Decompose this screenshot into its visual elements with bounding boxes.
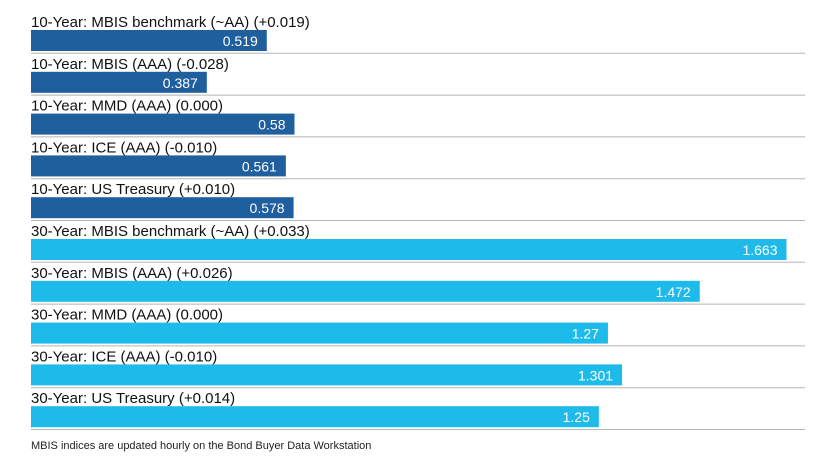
- bar: [31, 71, 207, 93]
- bar: [31, 406, 599, 428]
- footnote: MBIS indices are updated hourly on the B…: [31, 440, 372, 452]
- bar: [31, 30, 267, 51]
- category-label: 10-Year: US Treasury (+0.010): [31, 181, 235, 198]
- bar-value-label: 0.561: [242, 158, 277, 174]
- category-label: 30-Year: MMD (AAA) (0.000): [31, 307, 223, 324]
- category-label: 10-Year: MMD (AAA) (0.000): [31, 98, 223, 115]
- category-label: 10-Year: MBIS (AAA) (-0.028): [31, 56, 229, 73]
- category-label: 30-Year: MBIS benchmark (~AA) (+0.033): [31, 223, 310, 240]
- bar-value-label: 1.301: [578, 367, 613, 383]
- category-label: 30-Year: US Treasury (+0.014): [31, 390, 235, 407]
- bar: [31, 155, 286, 177]
- category-label: 10-Year: MBIS benchmark (~AA) (+0.019): [31, 14, 310, 31]
- category-label: 30-Year: MBIS (AAA) (+0.026): [31, 265, 233, 282]
- bar: [31, 322, 608, 344]
- bar-value-label: 0.58: [258, 117, 285, 133]
- bar: [31, 239, 787, 260]
- bar: [31, 364, 623, 386]
- bar-value-label: 1.663: [742, 242, 777, 258]
- bar-value-label: 1.25: [563, 409, 590, 425]
- bar-value-label: 0.578: [250, 200, 285, 216]
- bar: [31, 113, 295, 135]
- bar: [31, 280, 700, 302]
- bar-value-label: 1.472: [656, 284, 691, 300]
- bar: [31, 197, 294, 219]
- category-label: 10-Year: ICE (AAA) (-0.010): [31, 139, 217, 156]
- bar-value-label: 1.27: [572, 326, 599, 342]
- category-label: 30-Year: ICE (AAA) (-0.010): [31, 348, 217, 365]
- bar-value-label: 0.519: [223, 33, 258, 49]
- bar-value-label: 0.387: [163, 75, 198, 91]
